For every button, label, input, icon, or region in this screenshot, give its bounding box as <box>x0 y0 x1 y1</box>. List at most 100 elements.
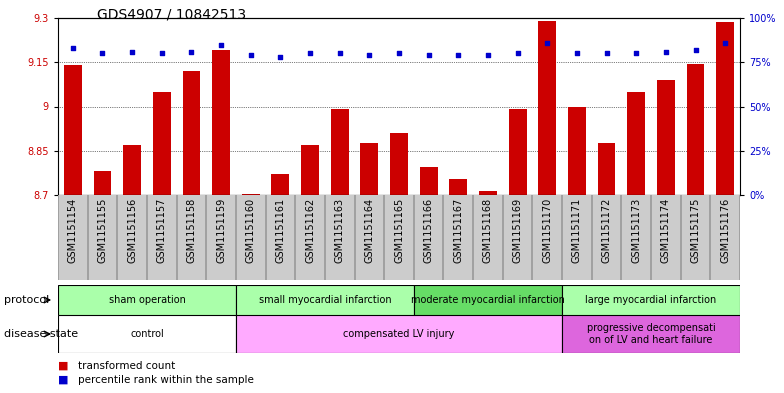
Bar <box>592 195 622 280</box>
Bar <box>58 285 236 315</box>
Bar <box>147 195 176 280</box>
Text: ■: ■ <box>58 361 68 371</box>
Bar <box>64 65 82 195</box>
Text: GSM1151168: GSM1151168 <box>483 198 493 263</box>
Bar <box>236 315 562 353</box>
Bar <box>532 195 562 280</box>
Text: GSM1151171: GSM1151171 <box>572 198 582 263</box>
Text: GSM1151174: GSM1151174 <box>661 198 671 263</box>
Text: GSM1151172: GSM1151172 <box>601 198 612 263</box>
Bar <box>562 285 740 315</box>
Point <box>630 50 643 57</box>
Bar <box>449 179 467 195</box>
Bar <box>331 109 349 195</box>
Bar <box>361 143 378 195</box>
Point <box>155 50 168 57</box>
Bar <box>384 195 414 280</box>
Text: disease state: disease state <box>4 329 78 339</box>
Point <box>601 50 613 57</box>
Bar <box>212 50 230 195</box>
Text: protocol: protocol <box>4 295 49 305</box>
Bar <box>123 145 141 195</box>
Text: percentile rank within the sample: percentile rank within the sample <box>78 375 253 385</box>
Point <box>423 52 435 58</box>
Point <box>303 50 316 57</box>
Point <box>481 52 494 58</box>
Bar <box>710 195 740 280</box>
Bar <box>93 171 111 195</box>
Bar <box>479 191 497 195</box>
Bar <box>176 195 206 280</box>
Point <box>215 41 227 48</box>
Text: moderate myocardial infarction: moderate myocardial infarction <box>411 295 565 305</box>
Bar <box>266 195 296 280</box>
Text: ■: ■ <box>58 375 68 385</box>
Bar <box>206 195 236 280</box>
Bar <box>58 195 88 280</box>
Text: GSM1151170: GSM1151170 <box>543 198 552 263</box>
Text: GSM1151158: GSM1151158 <box>187 198 197 263</box>
Bar <box>419 167 437 195</box>
Text: GSM1151159: GSM1151159 <box>216 198 226 263</box>
Bar <box>651 195 681 280</box>
Point <box>96 50 109 57</box>
Bar <box>657 80 675 195</box>
Bar <box>687 64 704 195</box>
Bar <box>562 315 740 353</box>
Text: small myocardial infarction: small myocardial infarction <box>259 295 391 305</box>
Bar <box>58 315 236 353</box>
Point <box>689 47 702 53</box>
Text: GSM1151169: GSM1151169 <box>513 198 523 263</box>
Point <box>67 45 79 51</box>
Bar <box>562 195 592 280</box>
Text: GSM1151161: GSM1151161 <box>275 198 285 263</box>
Bar <box>296 195 325 280</box>
Bar <box>627 92 645 195</box>
Bar <box>153 92 171 195</box>
Bar <box>681 195 710 280</box>
Point <box>719 40 731 46</box>
Point <box>659 48 672 55</box>
Text: GSM1151156: GSM1151156 <box>127 198 137 263</box>
Bar <box>390 133 408 195</box>
Text: GSM1151160: GSM1151160 <box>245 198 256 263</box>
Bar <box>509 109 527 195</box>
Bar <box>236 285 414 315</box>
Bar <box>717 22 734 195</box>
Text: GSM1151165: GSM1151165 <box>394 198 404 263</box>
Text: GDS4907 / 10842513: GDS4907 / 10842513 <box>97 8 246 22</box>
Text: GSM1151164: GSM1151164 <box>365 198 374 263</box>
Text: GSM1151157: GSM1151157 <box>157 198 167 263</box>
Text: transformed count: transformed count <box>78 361 175 371</box>
Point <box>126 48 139 55</box>
Point <box>333 50 346 57</box>
Bar <box>414 285 562 315</box>
Bar <box>444 195 473 280</box>
Bar <box>301 145 319 195</box>
Text: control: control <box>130 329 164 339</box>
Text: progressive decompensati
on of LV and heart failure: progressive decompensati on of LV and he… <box>586 323 716 345</box>
Point <box>245 52 257 58</box>
Text: GSM1151167: GSM1151167 <box>453 198 463 263</box>
Text: GSM1151173: GSM1151173 <box>631 198 641 263</box>
Text: GSM1151176: GSM1151176 <box>720 198 730 263</box>
Bar <box>183 71 201 195</box>
Text: compensated LV injury: compensated LV injury <box>343 329 455 339</box>
Bar <box>354 195 384 280</box>
Point <box>541 40 554 46</box>
Bar <box>271 174 289 195</box>
Point <box>363 52 376 58</box>
Bar <box>118 195 147 280</box>
Bar <box>325 195 354 280</box>
Bar <box>473 195 503 280</box>
Text: GSM1151155: GSM1151155 <box>97 198 107 263</box>
Bar <box>88 195 118 280</box>
Point <box>571 50 583 57</box>
Point <box>393 50 405 57</box>
Point <box>452 52 465 58</box>
Point <box>274 54 287 60</box>
Bar <box>539 21 556 195</box>
Point <box>511 50 524 57</box>
Bar <box>568 107 586 195</box>
Bar <box>622 195 651 280</box>
